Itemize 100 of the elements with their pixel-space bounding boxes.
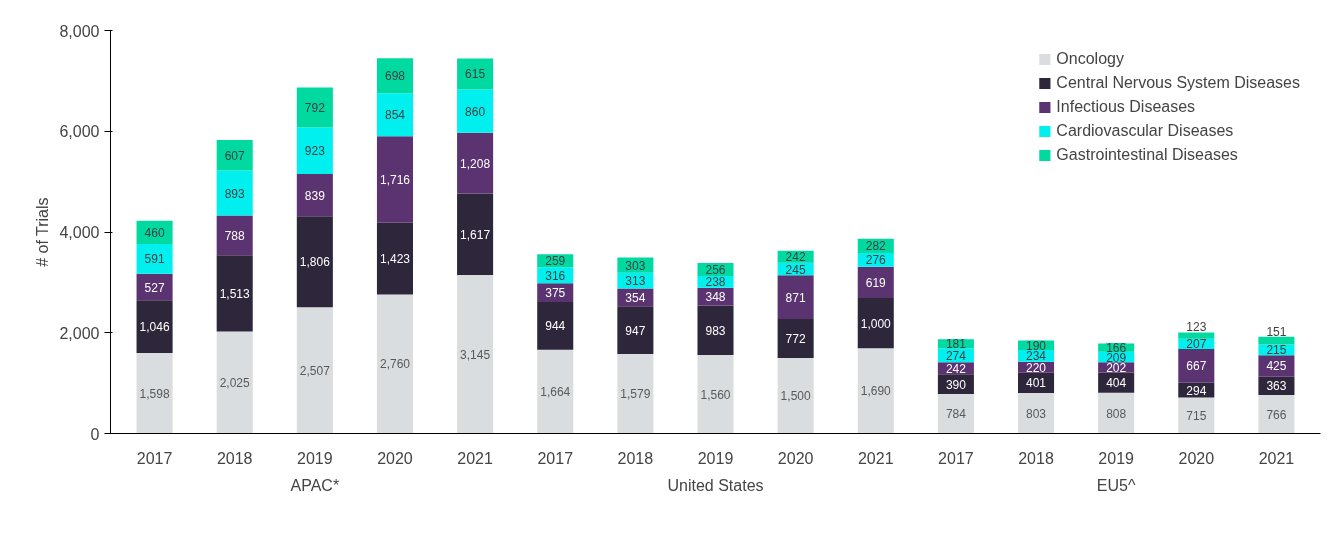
bar <box>457 89 494 133</box>
bar <box>376 136 413 223</box>
data-label: 983 <box>705 323 726 338</box>
data-label: 1,046 <box>139 320 170 335</box>
y-axis-title: # of Trials <box>34 197 52 267</box>
data-label: 294 <box>1186 383 1207 398</box>
legend-label: Gastrointestinal Diseases <box>1056 146 1238 164</box>
bar <box>777 357 814 434</box>
x-tick-label: 2017 <box>136 449 173 467</box>
bar <box>457 193 494 276</box>
x-tick-label: 2018 <box>617 449 654 467</box>
data-label: 1,500 <box>780 389 811 404</box>
bar <box>1258 394 1295 434</box>
bar <box>1178 349 1215 383</box>
data-label: 375 <box>545 286 566 301</box>
data-label: 181 <box>945 337 967 352</box>
bar <box>136 300 173 353</box>
data-label: 860 <box>465 104 486 119</box>
data-label: 854 <box>384 108 406 123</box>
data-label: 615 <box>465 67 486 82</box>
data-label: 303 <box>625 258 646 273</box>
bar <box>617 306 654 354</box>
data-label: 348 <box>705 290 726 305</box>
bar <box>697 305 734 355</box>
data-label: 591 <box>144 252 165 267</box>
x-tick-label: 2021 <box>1258 449 1295 467</box>
x-tick-label: 2020 <box>1178 449 1215 467</box>
data-label: 772 <box>785 331 806 346</box>
x-tick-label: 2017 <box>537 449 574 467</box>
data-label: 1,598 <box>139 386 170 401</box>
data-label: 1,560 <box>700 387 731 402</box>
bar <box>1178 397 1215 434</box>
bar <box>457 132 494 194</box>
bar <box>376 93 413 137</box>
data-label: 1,423 <box>379 252 411 267</box>
bar <box>1018 393 1055 434</box>
data-label: 401 <box>1026 376 1047 391</box>
x-tick-label: 2018 <box>216 449 253 467</box>
data-label: 242 <box>785 250 806 265</box>
x-tick-label: 2017 <box>938 449 974 467</box>
data-label: 2,760 <box>379 357 411 372</box>
bar <box>296 127 333 174</box>
data-label: 1,208 <box>460 156 491 171</box>
data-label: 245 <box>785 262 806 277</box>
legend-label: Oncology <box>1056 50 1124 68</box>
y-tick-label: 6,000 <box>59 123 100 141</box>
bar <box>216 255 253 332</box>
data-label: 363 <box>1266 379 1287 394</box>
data-label: 2,025 <box>219 376 251 390</box>
bar <box>617 353 654 434</box>
data-label: 803 <box>1026 406 1047 421</box>
bar <box>1178 332 1215 339</box>
data-label: 256 <box>705 262 726 277</box>
data-label: 619 <box>865 275 887 290</box>
data-label: 871 <box>785 290 806 305</box>
bar <box>296 173 333 217</box>
bar <box>376 222 413 295</box>
bar <box>296 307 333 434</box>
bar <box>537 349 574 434</box>
x-tick-label: 2020 <box>777 449 814 467</box>
data-label: 1,664 <box>540 385 571 400</box>
bar <box>777 319 814 358</box>
text: United States <box>667 476 764 494</box>
x-tick-label: 2019 <box>697 449 734 467</box>
bar <box>376 294 413 434</box>
y-tick-label: 4,000 <box>59 224 100 241</box>
bar <box>697 354 734 434</box>
data-label: 1,579 <box>620 387 651 402</box>
data-label: 354 <box>625 290 646 305</box>
text: EU5^ <box>1096 476 1136 494</box>
data-label: 893 <box>224 186 246 201</box>
legend-label: Cardiovascular Diseases <box>1056 122 1234 140</box>
bar <box>136 353 173 434</box>
data-label: 238 <box>705 275 726 290</box>
bar <box>857 348 894 434</box>
data-label: 527 <box>144 280 165 295</box>
data-label: 839 <box>304 188 326 203</box>
bar <box>216 331 253 434</box>
data-label: 808 <box>1106 406 1127 421</box>
bar <box>457 275 494 434</box>
data-label: 715 <box>1186 408 1207 423</box>
bar <box>296 216 333 308</box>
bar <box>1258 336 1295 345</box>
data-label: 1,690 <box>860 384 892 399</box>
x-tick-label: 2019 <box>297 449 333 467</box>
data-label: 259 <box>545 254 566 269</box>
data-label: 1,000 <box>860 316 892 331</box>
data-label: 123 <box>1186 320 1207 335</box>
data-label: 151 <box>1266 324 1287 339</box>
data-label: 313 <box>625 274 646 289</box>
data-label: 698 <box>384 69 406 84</box>
data-label: 3,145 <box>460 347 491 362</box>
data-label: 607 <box>224 148 246 163</box>
data-label: 404 <box>1106 376 1127 391</box>
bar <box>537 302 574 350</box>
y-tick-label: 8,000 <box>59 22 100 40</box>
text: APAC* <box>290 476 340 494</box>
data-label: 425 <box>1266 359 1287 374</box>
x-tick-label: 2019 <box>1098 449 1135 467</box>
data-label: 766 <box>1266 407 1287 422</box>
